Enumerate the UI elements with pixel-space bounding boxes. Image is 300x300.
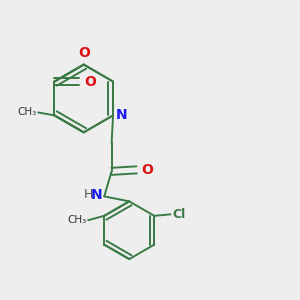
Text: O: O	[141, 163, 153, 177]
Text: CH₃: CH₃	[17, 107, 37, 118]
Text: O: O	[78, 46, 90, 60]
Text: CH₃: CH₃	[68, 215, 87, 225]
Text: O: O	[84, 74, 96, 88]
Text: N: N	[91, 188, 103, 202]
Text: N: N	[116, 108, 127, 122]
Text: H: H	[83, 188, 93, 201]
Text: Cl: Cl	[172, 208, 185, 221]
